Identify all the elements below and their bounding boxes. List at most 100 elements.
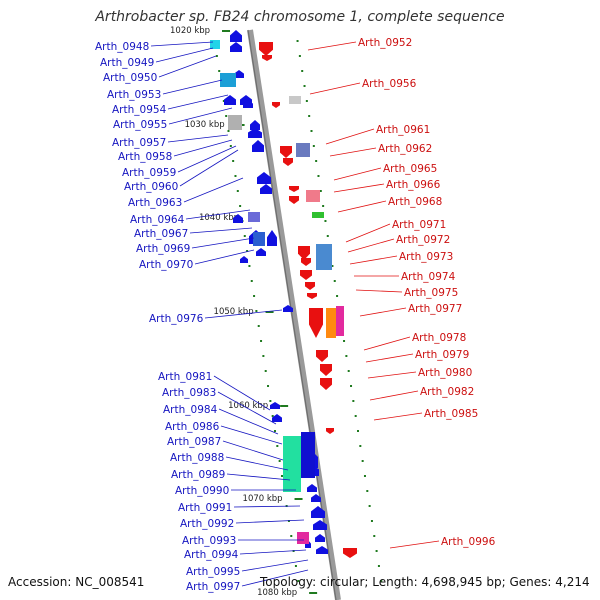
tick-track-left-dot xyxy=(225,115,228,117)
right-gene-label: Arth_0985 xyxy=(424,408,478,420)
tick-track-right-dot xyxy=(359,445,362,447)
left-gene-leader xyxy=(167,134,229,143)
left-gene-label: Arth_0959 xyxy=(122,167,176,179)
tick-track-left-dot xyxy=(255,310,258,312)
left-gene-label: Arth_0957 xyxy=(112,137,166,149)
right-gene-leader xyxy=(369,390,419,401)
left-strand-gene-arrow xyxy=(243,100,253,108)
tick-track-left-dot xyxy=(250,280,253,282)
left-gene-label: Arth_0981 xyxy=(158,371,212,383)
tick-track-left-dot xyxy=(218,70,221,72)
tick-track-left-dot xyxy=(269,400,272,402)
right-strand-gene-block xyxy=(326,308,336,338)
tick-track-left-dot xyxy=(267,385,270,387)
tick-track-left-dot xyxy=(229,145,232,147)
tick-track-right-dot xyxy=(354,415,357,417)
tick-track-right-dot xyxy=(380,580,383,582)
tick-track-right-dot xyxy=(336,295,339,297)
kbp-tick-label: 1050 kbp xyxy=(214,307,254,317)
left-gene-leader xyxy=(241,569,309,587)
right-gene-label: Arth_0956 xyxy=(362,78,417,90)
tick-track-right-dot xyxy=(308,115,311,117)
left-gene-label: Arth_0964 xyxy=(130,214,185,226)
tick-track-right-dot xyxy=(317,175,320,177)
right-strand-gene-arrow xyxy=(326,428,334,434)
tick-track-left-dot xyxy=(297,580,300,582)
left-gene-leader xyxy=(225,456,289,471)
left-strand-gene-arrow xyxy=(256,248,266,256)
left-gene-leader xyxy=(155,47,214,63)
left-gene-leader xyxy=(204,309,283,319)
tick-track-left-dot xyxy=(280,475,283,477)
backbone-edge xyxy=(247,29,337,600)
right-strand-gene-block xyxy=(312,212,324,218)
right-gene-leader xyxy=(389,540,440,549)
left-gene-label: Arth_0986 xyxy=(165,421,220,433)
backbone-line xyxy=(247,29,341,600)
tick-track-right-dot xyxy=(322,205,325,207)
right-gene-label: Arth_0968 xyxy=(388,196,442,208)
kbp-tick-mark xyxy=(265,311,274,313)
kbp-tick-label: 1080 kbp xyxy=(257,588,297,598)
tick-track-left-dot xyxy=(232,160,235,162)
tick-track-right-dot xyxy=(298,55,301,57)
left-strand-gene-arrow xyxy=(307,484,317,492)
right-gene-label: Arth_0952 xyxy=(358,37,412,49)
kbp-tick-mark xyxy=(280,405,289,407)
tick-track-right-dot xyxy=(377,565,380,567)
left-gene-label: Arth_0960 xyxy=(124,181,178,193)
kbp-tick-label: 1060 kbp xyxy=(228,401,268,411)
tick-track-left-dot xyxy=(260,340,263,342)
left-strand-gene-arrow xyxy=(248,128,262,138)
tick-track-left-dot xyxy=(290,535,293,537)
tick-track-left-dot xyxy=(248,265,251,267)
left-gene-leader xyxy=(241,559,309,572)
tick-track-left-dot xyxy=(253,295,256,297)
tick-track-left-dot xyxy=(274,430,276,432)
left-gene-label: Arth_0987 xyxy=(167,436,221,448)
right-gene-leader xyxy=(365,353,414,363)
tick-track-left-dot xyxy=(264,370,267,372)
left-strand-gene-arrow xyxy=(311,494,321,502)
left-strand-gene-block xyxy=(248,212,260,222)
right-strand-gene-arrow xyxy=(259,42,273,56)
left-gene-label: Arth_0953 xyxy=(107,89,161,101)
tick-track-left-dot xyxy=(294,565,297,567)
left-gene-leader xyxy=(158,55,217,78)
left-gene-label: Arth_0976 xyxy=(149,313,204,325)
tick-track-left-dot xyxy=(227,130,230,132)
tick-track-left-dot xyxy=(278,460,281,462)
right-strand-gene-block xyxy=(336,306,344,336)
right-strand-gene-arrow xyxy=(320,378,332,390)
right-gene-label: Arth_0975 xyxy=(404,287,458,299)
left-gene-leader xyxy=(217,391,277,425)
tick-track-left-dot xyxy=(271,415,274,417)
right-strand-gene-arrow xyxy=(298,246,310,260)
right-gene-leader xyxy=(345,223,391,243)
left-strand-gene-block xyxy=(253,232,265,246)
tick-track-right-dot xyxy=(326,235,329,237)
kbp-tick-mark xyxy=(309,592,318,594)
right-gene-label: Arth_0974 xyxy=(401,271,456,283)
left-gene-leader xyxy=(239,549,307,555)
right-strand-gene-arrow xyxy=(316,350,328,362)
left-gene-label: Arth_0954 xyxy=(112,104,167,116)
left-gene-leader xyxy=(191,237,255,249)
left-gene-leader xyxy=(222,440,284,461)
left-strand-gene-arrow xyxy=(283,305,293,312)
left-gene-leader xyxy=(194,249,255,265)
tick-track-right-dot xyxy=(301,70,304,72)
tick-track-right-dot xyxy=(373,535,376,537)
left-strand-gene-arrow xyxy=(260,184,272,194)
left-gene-label: Arth_0992 xyxy=(180,518,234,530)
left-strand-gene-arrow xyxy=(252,140,264,152)
right-gene-leader xyxy=(333,183,385,193)
tick-track-right-dot xyxy=(303,85,306,87)
right-strand-gene-arrow xyxy=(272,102,280,108)
tick-track-left-dot xyxy=(246,250,249,252)
tick-track-right-dot xyxy=(370,520,373,522)
kbp-tick-mark xyxy=(222,30,230,32)
left-gene-label: Arth_0997 xyxy=(186,581,240,593)
right-strand-gene-block xyxy=(296,143,310,157)
